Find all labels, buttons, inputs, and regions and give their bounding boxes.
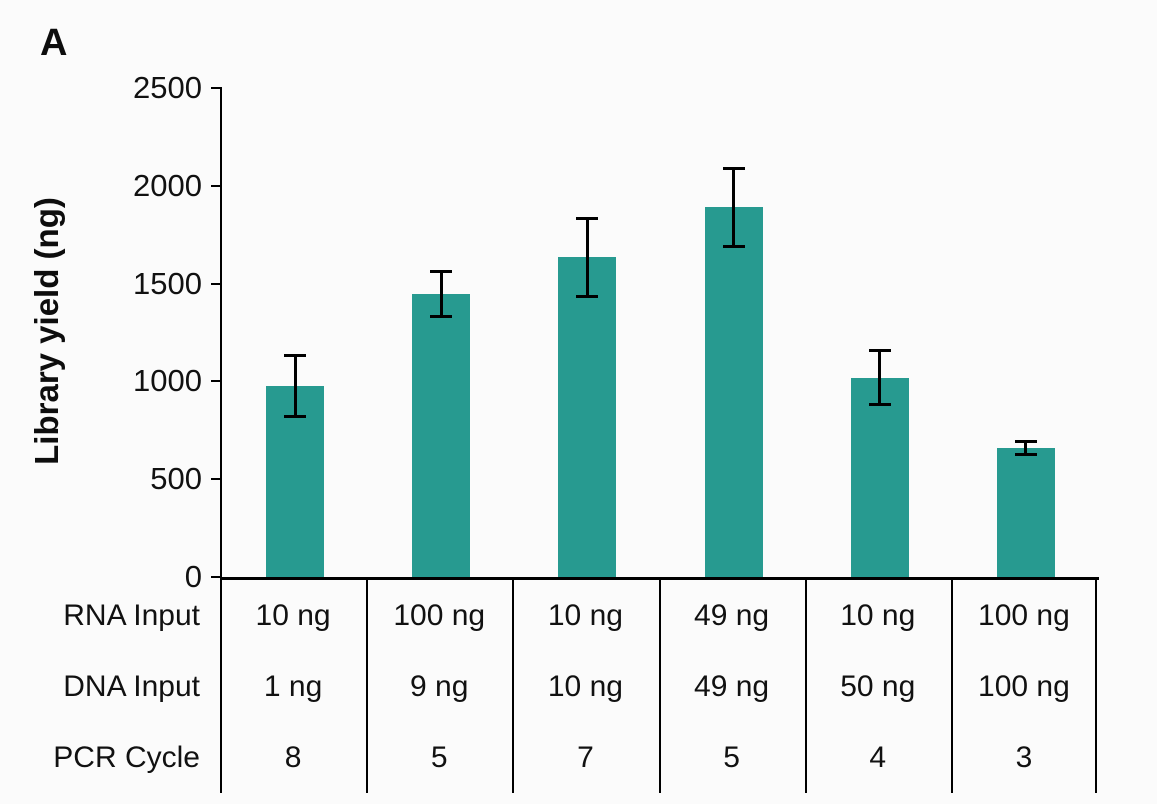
- y-axis-tick: [211, 184, 222, 187]
- y-axis-tick-label: 2000: [133, 167, 202, 203]
- table-cell: 5: [723, 741, 740, 774]
- error-bar-cap-bottom: [1014, 453, 1037, 457]
- error-bar-cap-bottom: [722, 244, 745, 248]
- y-axis-tick-label: 0: [184, 559, 202, 594]
- table-cell: 9 ng: [410, 670, 469, 703]
- y-axis-tick: [211, 87, 222, 89]
- table-cell: 49 ng: [694, 599, 770, 632]
- table-row-label: RNA Input: [63, 599, 200, 632]
- error-bar-cap-bottom: [430, 315, 453, 319]
- y-axis-tick: [211, 380, 222, 383]
- error-bar-cap-top: [430, 270, 453, 274]
- y-axis-tick: [211, 576, 222, 578]
- table-column-divider: [950, 580, 953, 793]
- x-table-row-labels: RNA Input DNA Input PCR Cycle: [0, 580, 200, 793]
- error-bar-line: [439, 271, 443, 317]
- table-row-label: PCR Cycle: [53, 741, 200, 774]
- table-cell: 100 ng: [978, 599, 1070, 632]
- error-bar-cap-top: [284, 354, 307, 358]
- error-bar-cap-top: [722, 166, 745, 170]
- table-row-label: DNA Input: [63, 670, 200, 703]
- table-cell: 10 ng: [840, 599, 916, 632]
- table-column-divider: [366, 580, 369, 793]
- bar: [850, 377, 909, 577]
- y-axis-tick: [211, 478, 222, 481]
- bar: [996, 447, 1055, 577]
- bar: [412, 294, 471, 577]
- y-axis-tick-label: 2500: [133, 70, 202, 105]
- y-axis-tick: [211, 282, 222, 285]
- table-cell: 7: [577, 741, 594, 774]
- plot-area: 0 500 1000 1500 2000 2500: [133, 70, 1099, 594]
- table-cell: 49 ng: [694, 670, 770, 703]
- table-column-divider: [804, 580, 807, 793]
- table-cell: 10 ng: [255, 599, 331, 632]
- table-cell: 4: [869, 741, 887, 774]
- error-bar-cap-bottom: [576, 294, 599, 298]
- y-axis-tick-label: 1000: [133, 363, 202, 399]
- table-column-divider: [1095, 580, 1097, 793]
- table-cell: 100 ng: [978, 670, 1070, 703]
- table-cell: 8: [284, 741, 302, 774]
- error-bar-line: [878, 350, 882, 405]
- error-bar-cap-top: [868, 348, 891, 352]
- y-axis-tick-label: 500: [150, 461, 202, 497]
- error-bar-cap-top: [1014, 439, 1037, 443]
- table-cell: 100 ng: [393, 599, 486, 632]
- bar: [704, 207, 763, 577]
- error-bar-cap-bottom: [868, 403, 891, 407]
- table-column-divider: [512, 580, 515, 793]
- error-bar-line: [293, 355, 297, 417]
- table-cell: 5: [430, 741, 448, 774]
- error-bar-line: [585, 218, 589, 297]
- table-column-divider: [220, 580, 222, 793]
- error-bar-cap-top: [576, 216, 599, 220]
- y-axis-title: Library yield (ng): [28, 197, 65, 465]
- bar: [558, 257, 617, 577]
- x-table: 10 ng 100 ng 10 ng 49 ng 10 ng 100 ng 1 ng 9 ng…: [220, 580, 1099, 793]
- table-cell: 1 ng: [263, 670, 323, 703]
- table-cell: 3: [1015, 741, 1033, 774]
- panel-label: A: [40, 22, 68, 64]
- table-cell: 10 ng: [547, 599, 623, 632]
- table-column-divider: [658, 580, 661, 793]
- error-bar-cap-bottom: [284, 415, 307, 419]
- table-cell: 10 ng: [547, 670, 623, 703]
- error-bar-line: [732, 168, 736, 247]
- y-axis-tick-label: 1500: [133, 265, 202, 301]
- error-bar-line: [1024, 441, 1028, 455]
- table-cell: 50 ng: [840, 670, 916, 703]
